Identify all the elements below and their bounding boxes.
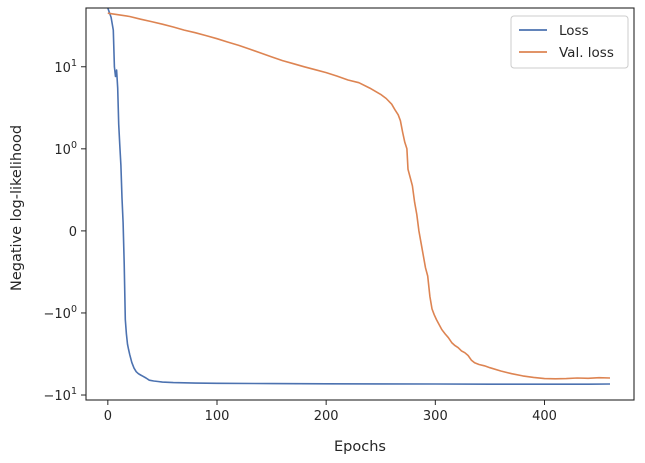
legend-box [510,15,629,69]
legend-label: Val. loss [559,45,614,61]
series-layer [107,8,611,385]
legend-label: Loss [559,23,589,39]
x-tick-label: 300 [423,409,448,424]
y-tick-label: 100 [54,140,77,158]
y-axis-title: Negative log-likelihood [9,125,25,291]
x-axis-title: Epochs [334,439,386,455]
x-axis: 0 100 200 300 400 [104,400,557,424]
y-tick-label: 101 [54,58,77,76]
y-tick-label: −101 [44,386,77,404]
x-tick-label: 100 [205,409,230,424]
x-tick-label: 400 [532,409,557,424]
y-tick-label: −100 [44,304,77,322]
x-tick-label: 0 [104,409,112,424]
y-tick-label: 0 [69,225,77,240]
plot-area [86,8,634,400]
legend: Loss Val. loss [510,15,629,69]
series-line-loss [107,8,611,385]
y-axis: 101 100 0 −100 −101 [44,58,86,404]
series-line-val-loss [107,12,611,380]
plot-frame [85,7,635,401]
x-tick-label: 200 [314,409,339,424]
